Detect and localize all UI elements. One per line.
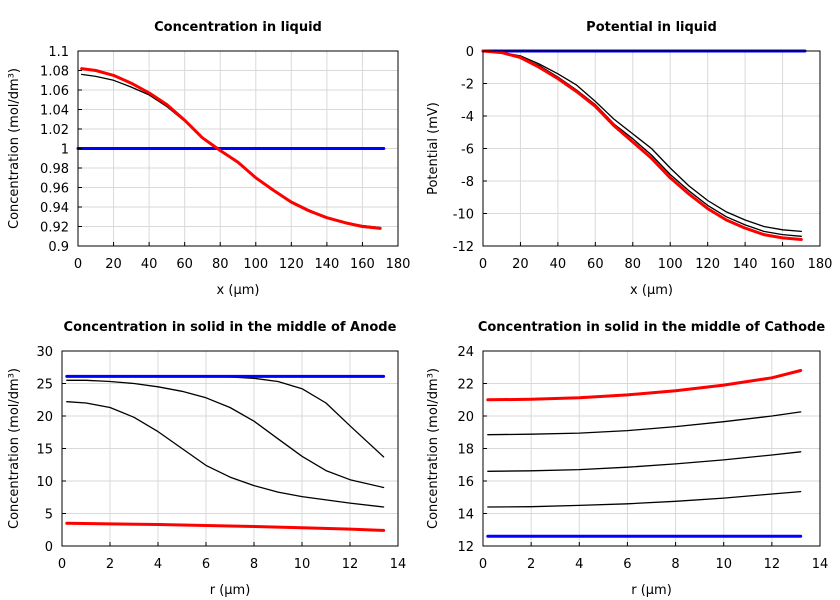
x-tick-label: 0 bbox=[479, 257, 487, 272]
x-tick-label: 20 bbox=[105, 257, 122, 272]
y-tick-label: 14 bbox=[457, 508, 474, 523]
x-tick-label: 60 bbox=[587, 257, 604, 272]
series-line-2 bbox=[487, 490, 802, 508]
y-tick-label: 10 bbox=[36, 475, 53, 490]
x-tick-label: 60 bbox=[176, 257, 193, 272]
x-tick-label: 180 bbox=[808, 257, 833, 272]
y-tick-label: -4 bbox=[461, 110, 474, 125]
y-tick-label: 22 bbox=[457, 378, 474, 393]
y-tick-label: 0.98 bbox=[40, 162, 69, 177]
series-line-3 bbox=[487, 451, 802, 472]
y-tick-label: 0 bbox=[45, 540, 53, 555]
chart-panel-3: 0 2 4 6 8 10 12 14 0 5 10 15 20 25 30 Concentration in … bbox=[7, 320, 406, 598]
series-line-3 bbox=[80, 67, 382, 230]
x-tick-label: 160 bbox=[770, 257, 795, 272]
chart-title: Concentration in solid in the middle of … bbox=[64, 320, 397, 335]
series-line-1 bbox=[66, 375, 385, 458]
y-tick-label: 0.94 bbox=[40, 201, 69, 216]
x-tick-label: 120 bbox=[695, 257, 720, 272]
x-tick-label: 80 bbox=[625, 257, 642, 272]
series-line-5 bbox=[65, 521, 386, 532]
y-tick-label: 25 bbox=[36, 378, 53, 393]
x-tick-label: 80 bbox=[212, 257, 229, 272]
x-axis-label: x (µm) bbox=[217, 283, 260, 298]
x-tick-label: 100 bbox=[243, 257, 268, 272]
x-axis-label: r (µm) bbox=[631, 583, 672, 598]
x-tick-label: 0 bbox=[479, 557, 487, 572]
y-axis-label: Concentration (mol/dm³) bbox=[7, 68, 22, 229]
y-tick-label: 24 bbox=[457, 345, 474, 360]
y-tick-label: 1.04 bbox=[40, 104, 69, 119]
y-tick-label: 0.96 bbox=[40, 182, 69, 197]
y-tick-label: 18 bbox=[457, 443, 474, 458]
x-tick-label: 100 bbox=[658, 257, 683, 272]
series-line-3 bbox=[66, 401, 385, 508]
y-tick-label: 1 bbox=[61, 143, 69, 158]
chart-title: Potential in liquid bbox=[586, 20, 717, 35]
x-tick-label: 10 bbox=[294, 557, 311, 572]
series-line-4 bbox=[481, 49, 803, 241]
x-tick-label: 40 bbox=[550, 257, 567, 272]
x-tick-label: 10 bbox=[715, 557, 732, 572]
x-tick-label: 4 bbox=[575, 557, 583, 572]
y-tick-label: 1.06 bbox=[40, 84, 69, 99]
series-line-5 bbox=[486, 369, 803, 402]
x-tick-label: 2 bbox=[106, 557, 114, 572]
y-tick-label: 5 bbox=[45, 508, 53, 523]
y-tick-label: 15 bbox=[36, 443, 53, 458]
y-tick-label: 1.08 bbox=[40, 65, 69, 80]
y-tick-label: -2 bbox=[461, 78, 474, 93]
y-axis-label: Concentration (mol/dm³) bbox=[426, 368, 441, 529]
x-tick-label: 8 bbox=[250, 557, 258, 572]
x-tick-label: 14 bbox=[812, 557, 829, 572]
series-line-2 bbox=[80, 73, 381, 229]
y-tick-label: 1.1 bbox=[48, 45, 69, 60]
y-axis-label: Concentration (mol/dm³) bbox=[7, 368, 22, 529]
y-tick-label: 0 bbox=[466, 45, 474, 60]
chart-title: Concentration in liquid bbox=[154, 20, 322, 35]
y-tick-label: -6 bbox=[461, 143, 474, 158]
x-tick-label: 20 bbox=[512, 257, 529, 272]
series-line-3 bbox=[482, 50, 802, 237]
y-tick-label: 12 bbox=[457, 540, 474, 555]
x-tick-label: 140 bbox=[314, 257, 339, 272]
y-tick-label: 30 bbox=[36, 345, 53, 360]
y-tick-label: 20 bbox=[36, 410, 53, 425]
chart-panel-1: 0 20 40 60 80 100 120 140 160 180 0.9 0.92 0.94 0.96 0… bbox=[7, 20, 410, 298]
x-tick-label: 180 bbox=[386, 257, 411, 272]
chart-title: Concentration in solid in the middle of … bbox=[478, 320, 826, 335]
x-tick-label: 140 bbox=[733, 257, 758, 272]
x-tick-label: 6 bbox=[202, 557, 210, 572]
y-tick-label: -10 bbox=[453, 208, 474, 223]
x-tick-label: 0 bbox=[58, 557, 66, 572]
y-tick-label: 0.92 bbox=[40, 221, 69, 236]
y-tick-label: -12 bbox=[453, 240, 474, 255]
x-axis-label: r (µm) bbox=[210, 583, 251, 598]
x-tick-label: 6 bbox=[623, 557, 631, 572]
y-tick-label: 20 bbox=[457, 410, 474, 425]
series-line-2 bbox=[66, 379, 385, 489]
series-line-4 bbox=[487, 411, 802, 436]
series-line-2 bbox=[482, 50, 802, 233]
x-tick-label: 12 bbox=[342, 557, 359, 572]
y-tick-label: 1.02 bbox=[40, 123, 69, 138]
x-tick-label: 8 bbox=[671, 557, 679, 572]
x-tick-label: 40 bbox=[141, 257, 158, 272]
y-tick-label: 16 bbox=[457, 475, 474, 490]
x-tick-label: 4 bbox=[154, 557, 162, 572]
x-tick-label: 0 bbox=[74, 257, 82, 272]
x-tick-label: 2 bbox=[527, 557, 535, 572]
y-axis-label: Potential (mV) bbox=[426, 102, 441, 195]
x-tick-label: 12 bbox=[764, 557, 781, 572]
y-tick-label: -8 bbox=[461, 175, 474, 190]
x-tick-label: 14 bbox=[390, 557, 407, 572]
x-tick-label: 160 bbox=[350, 257, 375, 272]
y-tick-label: 0.9 bbox=[48, 240, 69, 255]
x-axis-label: x (µm) bbox=[630, 283, 673, 298]
x-tick-label: 120 bbox=[279, 257, 304, 272]
chart-panel-2: 0 20 40 60 80 100 120 140 160 180 -12 -10 -8 -6 -4 -2 0 P… bbox=[426, 20, 832, 298]
